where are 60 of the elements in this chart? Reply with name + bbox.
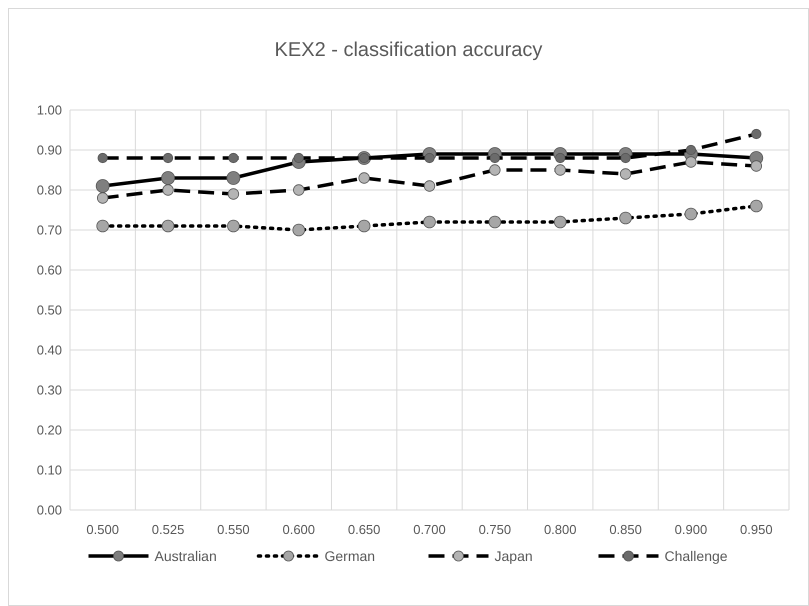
x-tick-label: 0.900 bbox=[674, 522, 708, 537]
point bbox=[293, 184, 304, 196]
point bbox=[751, 128, 762, 140]
point bbox=[620, 152, 631, 164]
point bbox=[358, 220, 370, 232]
legend-label: Challenge bbox=[664, 548, 728, 564]
point bbox=[490, 152, 500, 164]
point bbox=[686, 144, 696, 156]
point bbox=[228, 188, 240, 200]
point bbox=[684, 208, 698, 220]
point bbox=[554, 216, 567, 228]
y-tick-label: 0.30 bbox=[36, 382, 62, 398]
point bbox=[98, 152, 108, 164]
point bbox=[162, 184, 174, 196]
point bbox=[162, 220, 174, 232]
point bbox=[162, 152, 174, 164]
point bbox=[358, 172, 370, 184]
x-tick-label: 0.550 bbox=[217, 522, 250, 537]
x-tick-label: 0.700 bbox=[413, 522, 446, 537]
y-tick-label: 1.00 bbox=[36, 102, 62, 118]
point bbox=[489, 164, 501, 176]
y-tick-label: 0.10 bbox=[36, 462, 62, 478]
point bbox=[96, 179, 110, 193]
y-tick-label: 0.90 bbox=[36, 142, 62, 158]
y-tick-label: 0.80 bbox=[36, 182, 62, 198]
point bbox=[750, 160, 762, 172]
point bbox=[227, 220, 240, 232]
x-tick-label: 0.500 bbox=[86, 522, 119, 537]
x-tick-label: 0.800 bbox=[544, 522, 576, 537]
point bbox=[96, 192, 108, 204]
y-tick-label: 0.70 bbox=[36, 222, 62, 238]
y-tick-label: 0.20 bbox=[36, 422, 62, 438]
point bbox=[226, 171, 240, 185]
x-tick-label: 0.950 bbox=[740, 522, 773, 537]
legend-label: Japan bbox=[494, 548, 533, 564]
x-tick-label: 0.750 bbox=[478, 522, 512, 537]
point bbox=[423, 216, 436, 228]
point bbox=[424, 180, 436, 192]
chart-title: KEX2 - classification accuracy bbox=[274, 39, 542, 61]
y-tick-label: 0.60 bbox=[36, 262, 62, 278]
y-tick-label: 0.40 bbox=[36, 342, 62, 358]
point bbox=[554, 164, 566, 176]
point bbox=[161, 171, 175, 185]
point bbox=[488, 216, 502, 228]
y-tick-label: 0.00 bbox=[36, 502, 62, 518]
legend-label: German bbox=[324, 548, 376, 564]
point bbox=[685, 156, 697, 168]
x-tick-label: 0.650 bbox=[348, 522, 380, 537]
point bbox=[292, 224, 306, 236]
point bbox=[424, 152, 435, 164]
legend-label: Australian bbox=[154, 548, 217, 564]
x-tick-label: 0.525 bbox=[152, 522, 184, 537]
y-tick-label: 0.50 bbox=[36, 302, 62, 318]
x-tick-label: 0.600 bbox=[282, 522, 316, 537]
x-tick-label: 0.850 bbox=[609, 522, 642, 537]
point bbox=[228, 152, 239, 164]
point bbox=[619, 212, 632, 224]
point bbox=[96, 220, 109, 232]
point bbox=[750, 200, 763, 212]
point bbox=[620, 168, 632, 180]
